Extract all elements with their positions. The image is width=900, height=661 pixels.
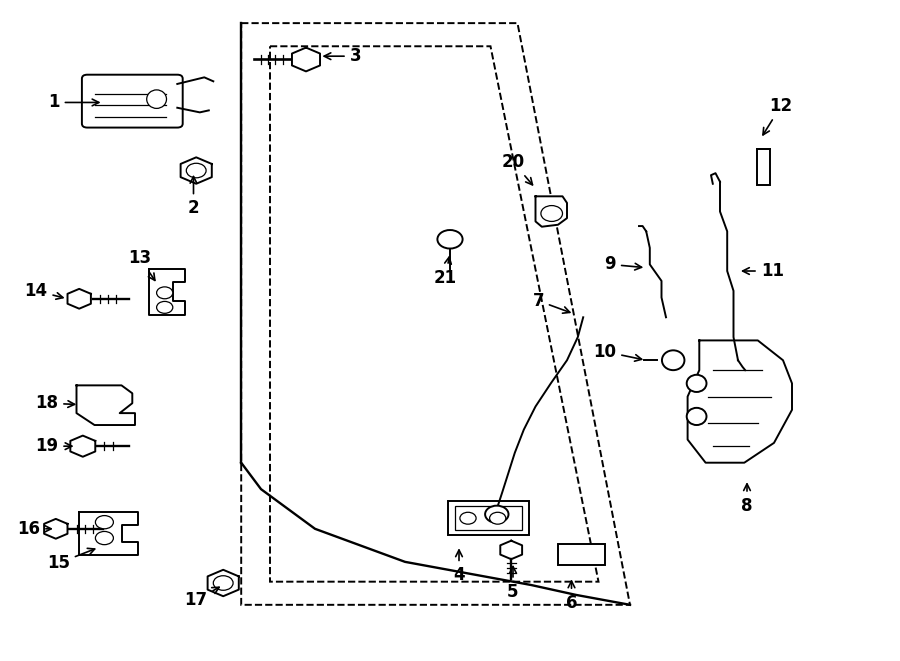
Polygon shape: [208, 570, 238, 596]
Text: 20: 20: [501, 153, 533, 185]
Circle shape: [541, 206, 562, 221]
Text: 1: 1: [49, 93, 99, 112]
Circle shape: [157, 287, 173, 299]
Polygon shape: [44, 519, 68, 539]
Circle shape: [460, 512, 476, 524]
Text: 17: 17: [184, 587, 220, 609]
Polygon shape: [181, 157, 211, 184]
Text: 12: 12: [763, 97, 793, 135]
Polygon shape: [292, 48, 320, 71]
Text: 16: 16: [17, 520, 51, 538]
Text: 21: 21: [434, 257, 457, 287]
Circle shape: [485, 506, 508, 523]
Text: 10: 10: [593, 342, 642, 361]
Text: 5: 5: [508, 566, 518, 601]
Circle shape: [213, 576, 233, 590]
Polygon shape: [76, 385, 135, 425]
Polygon shape: [500, 541, 522, 559]
Text: 18: 18: [35, 394, 75, 412]
Ellipse shape: [147, 90, 166, 108]
Circle shape: [490, 512, 506, 524]
Text: 3: 3: [324, 47, 361, 65]
Polygon shape: [148, 269, 184, 315]
Polygon shape: [79, 512, 138, 555]
Circle shape: [437, 230, 463, 249]
Circle shape: [95, 516, 113, 529]
Bar: [455, 506, 522, 530]
Text: 19: 19: [35, 437, 72, 455]
Text: 6: 6: [566, 581, 577, 612]
Polygon shape: [70, 436, 95, 457]
Bar: [448, 501, 529, 535]
Circle shape: [157, 301, 173, 313]
FancyBboxPatch shape: [82, 75, 183, 128]
Text: 15: 15: [47, 549, 94, 572]
Circle shape: [186, 163, 206, 178]
Text: 9: 9: [605, 255, 642, 274]
Polygon shape: [536, 196, 567, 227]
Text: 2: 2: [188, 176, 199, 217]
Polygon shape: [68, 289, 91, 309]
Text: 7: 7: [533, 292, 570, 313]
Text: 4: 4: [454, 550, 464, 584]
Bar: [757, 149, 770, 185]
Ellipse shape: [662, 350, 685, 370]
Text: 11: 11: [742, 262, 784, 280]
Circle shape: [95, 531, 113, 545]
Polygon shape: [688, 340, 792, 463]
Ellipse shape: [687, 408, 707, 425]
Bar: [558, 544, 605, 565]
Text: 8: 8: [742, 484, 752, 515]
Text: 13: 13: [128, 249, 155, 280]
Text: 14: 14: [24, 282, 63, 300]
Ellipse shape: [687, 375, 707, 392]
